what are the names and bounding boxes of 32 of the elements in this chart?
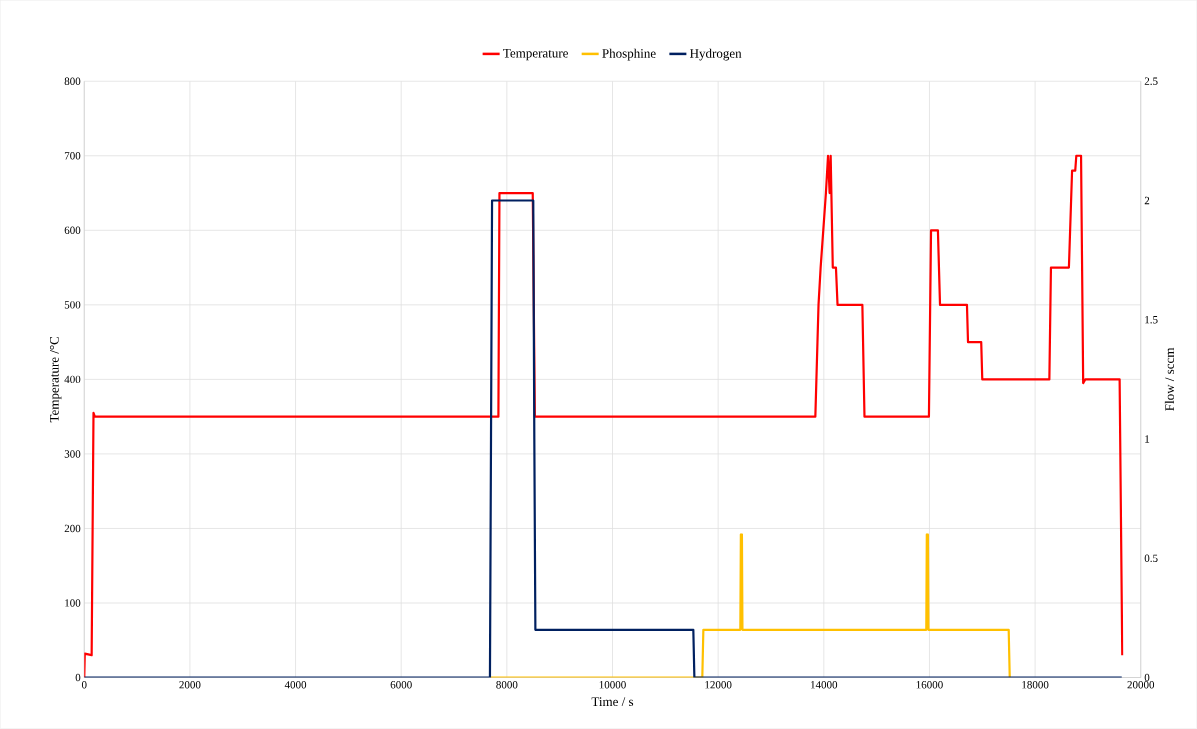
x-tick-label: 12000 [705, 681, 732, 689]
y2-tick-label: 0 [1144, 673, 1150, 682]
x-tick-label: 4000 [284, 681, 307, 689]
x-tick-label: 8000 [496, 681, 518, 689]
y2-tick-label: 1 [1145, 435, 1150, 443]
x-tick-label: 20000 [1127, 681, 1155, 689]
y-tick-label: 100 [65, 599, 81, 607]
y-tick-label: 300 [64, 450, 81, 458]
y2-tick-label: 2.5 [1144, 77, 1158, 86]
legend-label: Temperature [503, 49, 568, 61]
y-axis-title: Temperature /°C [49, 337, 62, 423]
y-tick-label: 500 [64, 301, 81, 309]
x-tick-label: 14000 [811, 681, 838, 689]
x-tick-label: 6000 [390, 681, 412, 689]
y2-tick-label: 0.5 [1144, 554, 1158, 563]
y-tick-label: 200 [64, 524, 81, 533]
legend-label: Phosphine [602, 48, 656, 61]
x-tick-label: 0 [81, 681, 87, 689]
x-tick-label: 16000 [916, 681, 943, 689]
y2-tick-label: 1.5 [1145, 316, 1158, 324]
y-tick-label: 600 [64, 226, 81, 235]
y2-axis-title: Flow / sccm [1164, 347, 1175, 411]
y-tick-label: 0 [75, 673, 81, 682]
legend-label: Hydrogen [690, 48, 742, 61]
x-axis-title: Time / s [591, 697, 634, 707]
y-tick-label: 400 [64, 375, 81, 384]
x-tick-label: 2000 [179, 681, 201, 689]
x-tick-label: 10000 [599, 681, 626, 689]
y-tick-label: 800 [64, 77, 81, 86]
y-tick-label: 700 [64, 152, 81, 160]
x-tick-label: 18000 [1022, 681, 1049, 689]
y2-tick-label: 2 [1144, 196, 1150, 205]
